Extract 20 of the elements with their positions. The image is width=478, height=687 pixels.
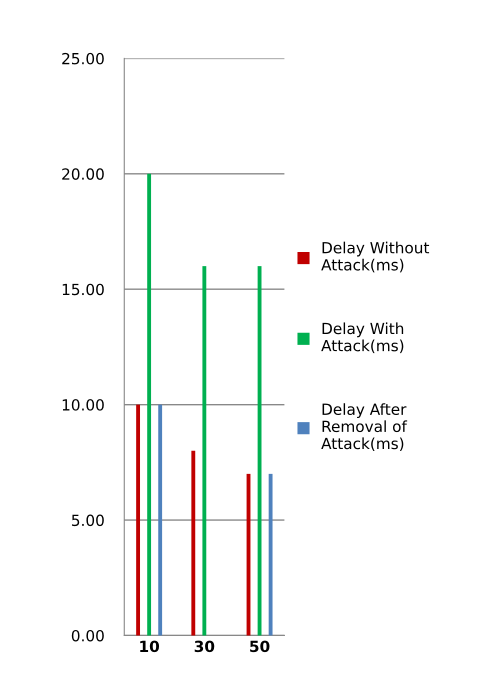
y-tick-label: 0.00 — [72, 630, 104, 642]
bar — [258, 266, 262, 636]
legend-label: Delay Without Attack(ms) — [321, 242, 430, 272]
bar — [136, 404, 140, 636]
x-tick-label: 10 — [140, 640, 160, 652]
y-tick-label: 15.00 — [62, 284, 104, 296]
legend-label: Delay With Attack(ms) — [321, 322, 404, 354]
bar — [246, 474, 250, 636]
bar — [191, 450, 196, 636]
bar — [158, 404, 162, 636]
x-tick-label: 50 — [250, 640, 270, 652]
y-tick-label: 25.00 — [62, 52, 104, 64]
y-tick-label: 10.00 — [62, 399, 104, 411]
y-tick-label: 5.00 — [72, 514, 104, 526]
y-tick-label: 20.00 — [62, 168, 104, 180]
legend-label: Delay After Removal of Attack(ms) — [321, 403, 408, 452]
bar — [147, 174, 152, 636]
bar — [268, 474, 273, 636]
bar — [202, 266, 206, 636]
x-tick-label: 30 — [194, 640, 214, 652]
